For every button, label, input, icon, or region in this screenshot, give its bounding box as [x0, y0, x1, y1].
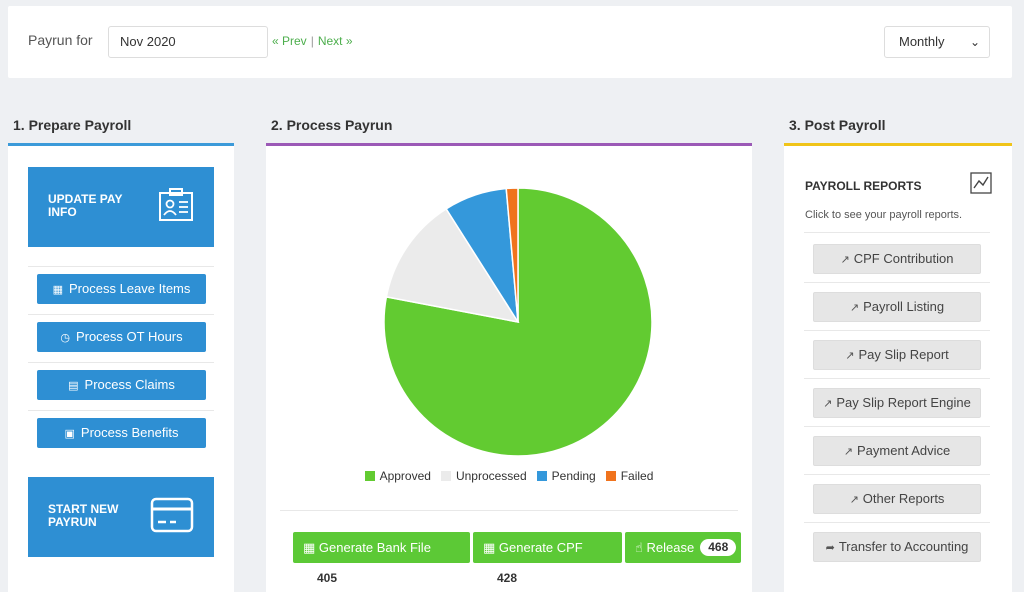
report-label: Payment Advice — [857, 443, 951, 458]
report-pay-slip-report-button[interactable]: ↗ Pay Slip Report — [813, 340, 981, 370]
start-new-payrun-button[interactable]: START NEW PAYRUN — [28, 477, 214, 557]
legend-swatch — [536, 471, 547, 481]
prepare-payroll-panel: UPDATE PAY INFO ▦ Process Leave Items ◷ Pr… — [8, 143, 234, 592]
report-label: Pay Slip Report Engine — [836, 395, 971, 410]
report-label: Pay Slip Report — [858, 347, 949, 362]
divider — [804, 522, 990, 523]
line-chart-icon — [970, 172, 992, 194]
frequency-value: Monthly — [899, 34, 945, 49]
process-claims-label: Process Claims — [84, 377, 175, 392]
payroll-reports-subtitle: Click to see your payroll reports. — [805, 209, 963, 221]
legend-swatch — [364, 471, 375, 481]
divider — [28, 362, 214, 363]
line-chart-icon: ↗ — [849, 302, 860, 314]
legend-label: Failed — [620, 469, 654, 483]
divider — [804, 474, 990, 475]
divider — [28, 410, 214, 411]
line-chart-icon: ↗ — [823, 398, 833, 410]
release-label: Release — [646, 540, 695, 555]
process-benefits-button[interactable]: ▣ Process Benefits — [37, 418, 206, 448]
legend-swatch — [440, 471, 451, 481]
divider — [804, 378, 990, 379]
report-label: CPF Contribution — [853, 251, 954, 266]
process-benefits-label: Process Benefits — [80, 425, 179, 440]
chart-legend: Approved Unprocessed Pending Failed — [266, 469, 752, 483]
report-transfer-to-accounting-button[interactable]: ➦ Transfer to Accounting — [813, 532, 981, 562]
report-label: Transfer to Accounting — [838, 539, 969, 554]
generate-cpf-button[interactable]: ▦ Generate CPF 428 — [473, 532, 622, 587]
generate-bank-file-button[interactable]: ▦ Generate Bank File 405 — [293, 532, 470, 587]
report-label: Other Reports — [862, 491, 945, 506]
legend-label: Pending — [551, 469, 596, 483]
credit-card-icon — [150, 497, 194, 533]
report-payroll-listing-button[interactable]: ↗ Payroll Listing — [813, 292, 981, 322]
id-card-icon — [159, 188, 193, 221]
bank-file-count-badge: 405 — [309, 570, 346, 587]
generate-bank-file-label: Generate Bank File — [318, 540, 431, 555]
clock-icon: ◷ — [60, 332, 70, 344]
frequency-select[interactable]: Monthly ⌄ — [884, 26, 990, 58]
legend-item-pending[interactable]: Pending — [536, 469, 596, 483]
section-title-process: 2. Process Payrun — [271, 117, 393, 133]
release-count-badge: 468 — [700, 539, 737, 556]
line-chart-icon: ↗ — [843, 446, 853, 458]
report-pay-slip-report-engine-button[interactable]: ↗ Pay Slip Report Engine — [813, 388, 981, 418]
process-leave-items-button[interactable]: ▦ Process Leave Items — [37, 274, 206, 304]
divider — [804, 330, 990, 331]
line-chart-icon: ↗ — [849, 494, 859, 506]
legend-item-failed[interactable]: Failed — [605, 469, 654, 483]
generate-cpf-label: Generate CPF — [498, 540, 583, 555]
report-payment-advice-button[interactable]: ↗ Payment Advice — [813, 436, 981, 466]
payrun-status-pie-chart — [383, 187, 653, 457]
divider — [804, 232, 990, 233]
thumbs-up-icon: ☝ — [635, 540, 643, 555]
start-new-payrun-label: START NEW PAYRUN — [48, 502, 119, 529]
line-chart-icon: ↗ — [840, 254, 850, 266]
legend-label: Approved — [379, 469, 431, 483]
nav-separator: | — [310, 34, 314, 48]
legend-item-approved[interactable]: Approved — [364, 469, 431, 483]
cpf-count-badge: 428 — [489, 570, 526, 587]
money-icon: ▣ — [64, 428, 75, 440]
building-icon: ▦ — [483, 540, 496, 555]
section-title-post: 3. Post Payroll — [789, 117, 886, 133]
calendar-icon: ▦ — [52, 284, 63, 296]
report-cpf-contribution-button[interactable]: ↗ CPF Contribution — [813, 244, 981, 274]
process-ot-hours-button[interactable]: ◷ Process OT Hours — [37, 322, 206, 352]
release-button[interactable]: ☝ Release 468 — [625, 532, 741, 563]
report-other-reports-button[interactable]: ↗ Other Reports — [813, 484, 981, 514]
legend-label: Unprocessed — [455, 469, 527, 483]
next-link[interactable]: Next » — [317, 34, 353, 48]
period-nav: « Prev | Next » — [272, 34, 353, 48]
building-icon: ▦ — [303, 540, 316, 555]
update-pay-info-button[interactable]: UPDATE PAY INFO — [28, 167, 214, 247]
line-chart-icon: ↗ — [845, 350, 855, 362]
update-pay-info-label: UPDATE PAY INFO — [48, 192, 123, 219]
share-icon: ➦ — [825, 542, 835, 554]
post-payroll-panel: PAYROLL REPORTS Click to see your payrol… — [784, 143, 1012, 592]
section-title-prepare: 1. Prepare Payroll — [13, 117, 132, 133]
period-input[interactable]: Nov 2020 — [108, 26, 268, 58]
divider — [804, 282, 990, 283]
pie-slice-unprocessed[interactable] — [385, 207, 520, 324]
report-label: Payroll Listing — [863, 299, 945, 314]
chevron-down-icon: ⌄ — [969, 35, 980, 49]
legend-item-unprocessed[interactable]: Unprocessed — [440, 469, 527, 483]
file-icon: ▤ — [68, 380, 79, 392]
divider — [804, 426, 990, 427]
process-leave-items-label: Process Leave Items — [69, 281, 191, 296]
payrun-toolbar: Payrun for Nov 2020 « Prev | Next » Monthl… — [8, 6, 1012, 78]
process-payrun-panel: Approved Unprocessed Pending Failed ▦ Gener… — [266, 143, 752, 592]
payrun-label: Payrun for — [28, 32, 93, 48]
payroll-reports-title: PAYROLL REPORTS — [805, 179, 922, 193]
process-ot-hours-label: Process OT Hours — [75, 329, 183, 344]
divider — [28, 266, 214, 267]
divider — [28, 314, 214, 315]
divider — [280, 510, 738, 511]
process-claims-button[interactable]: ▤ Process Claims — [37, 370, 206, 400]
legend-swatch — [605, 471, 616, 481]
pie-slice-failed[interactable] — [505, 187, 519, 323]
prev-link[interactable]: « Prev — [272, 34, 307, 48]
